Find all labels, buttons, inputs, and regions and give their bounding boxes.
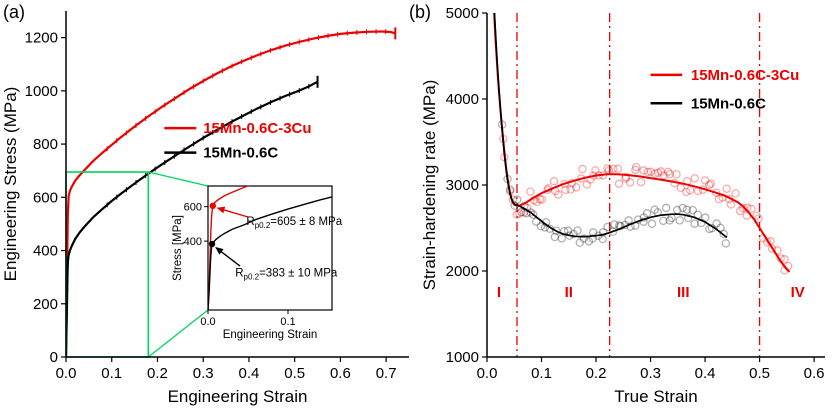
scatter-points-1: [497, 120, 731, 248]
svg-text:400: 400: [184, 236, 202, 248]
inset-x-axis-label: Engineering Strain: [223, 329, 318, 341]
stage-label: III: [677, 284, 690, 301]
x-tick-label: 0.2: [586, 365, 607, 382]
x-tick-label: 0.3: [640, 365, 661, 382]
stage-labels: I II III IV: [497, 284, 805, 301]
inset-y-axis-label: Stress [MPa]: [172, 215, 184, 281]
yield-point-marker: [209, 202, 216, 210]
y-axis-label: Engineering Stress (MPa): [1, 87, 20, 282]
scatter-points-0: [499, 134, 793, 275]
y-tick-label: 400: [33, 243, 58, 260]
x-tick-label: 0.2: [147, 365, 168, 382]
plot-area: [493, 13, 793, 275]
chart-a-engineering-stress-strain: 0.0 0.1 400 600 Engineering Strain Stress [MP…: [1, 11, 409, 406]
x-tick-label: 0.3: [193, 365, 214, 382]
serration-marks-0: [106, 29, 387, 152]
panel-a-label: (a): [3, 2, 25, 22]
y-tick-label: 3000: [446, 177, 479, 194]
x-tick-label: 0.0: [56, 365, 77, 382]
svg-text:600: 600: [184, 202, 202, 214]
legend: 15Mn-0.6C-3Cu 15Mn-0.6C: [650, 67, 799, 112]
y-axis-label: Strain-hardening rate (MPa): [420, 80, 439, 291]
yield-annotation-text: Rp0.2=605 ± 8 MPa: [246, 216, 342, 230]
y-tick-label: 4000: [446, 91, 479, 108]
yield-point-marker: [208, 240, 216, 248]
x-tick-label: 0.6: [804, 365, 825, 382]
x-tick-label: 0.7: [376, 365, 397, 382]
axes: 0.0 0.1 0.2 0.3 0.4 0.5 0.6 0.7 0 200 400 600 800 100…: [1, 11, 409, 406]
y-tick-label: 600: [33, 189, 58, 206]
legend-label: 15Mn-0.6C-3Cu: [691, 67, 799, 84]
x-tick-label: 0.4: [239, 365, 260, 382]
y-tick-label: 5000: [446, 5, 479, 22]
x-tick-label: 0.1: [531, 365, 552, 382]
plot-area: [66, 27, 397, 357]
stage-boundary-lines: [516, 13, 761, 357]
legend-label: 15Mn-0.6C: [691, 95, 766, 112]
annotation-arrow: [216, 206, 249, 218]
panel-b-label: (b): [409, 2, 431, 22]
inset-plot: 0.0 0.1 400 600 Engineering Strain Stress [MP…: [172, 185, 343, 341]
x-tick-label: 0.5: [284, 365, 305, 382]
stage-label: II: [565, 284, 573, 301]
stage-label: I: [497, 284, 501, 301]
x-tick-label: 0.5: [749, 365, 770, 382]
axes: 0.0 0.1 0.2 0.3 0.4 0.5 0.6 1000 2000 3000 4000 500…: [420, 5, 825, 406]
y-tick-label: 200: [33, 296, 58, 313]
y-tick-label: 1200: [25, 30, 58, 47]
legend: 15Mn-0.6C-3Cu 15Mn-0.6C: [164, 120, 312, 162]
y-tick-label: 2000: [446, 263, 479, 280]
legend-label: 15Mn-0.6C-3Cu: [203, 120, 311, 137]
x-tick-label: 0.6: [330, 365, 351, 382]
legend-label: 15Mn-0.6C: [203, 145, 278, 162]
x-axis-label: True Strain: [614, 387, 697, 406]
series-line-1: [493, 13, 728, 239]
stage-label: IV: [791, 284, 805, 301]
chart-b-strain-hardening-rate: 0.0 0.1 0.2 0.3 0.4 0.5 0.6 1000 2000 3000 4000 500…: [420, 5, 825, 406]
annotation-arrow: [215, 247, 241, 267]
series-line-0: [493, 13, 791, 273]
x-tick-label: 0.1: [101, 365, 122, 382]
yield-annotation-text: Rp0.2=383 ± 10 MPa: [235, 267, 338, 281]
y-tick-label: 0: [50, 349, 58, 366]
svg-text:0.0: 0.0: [200, 316, 215, 328]
series-line-0: [66, 30, 396, 357]
y-tick-label: 1000: [446, 349, 479, 366]
serration-marks-1: [106, 83, 310, 208]
y-tick-label: 800: [33, 136, 58, 153]
x-tick-label: 0.4: [695, 365, 716, 382]
zoom-region-box: [65, 171, 209, 358]
x-axis-label: Engineering Strain: [168, 387, 308, 406]
y-tick-label: 1000: [25, 83, 58, 100]
svg-text:0.1: 0.1: [280, 316, 295, 328]
x-tick-label: 0.0: [477, 365, 498, 382]
